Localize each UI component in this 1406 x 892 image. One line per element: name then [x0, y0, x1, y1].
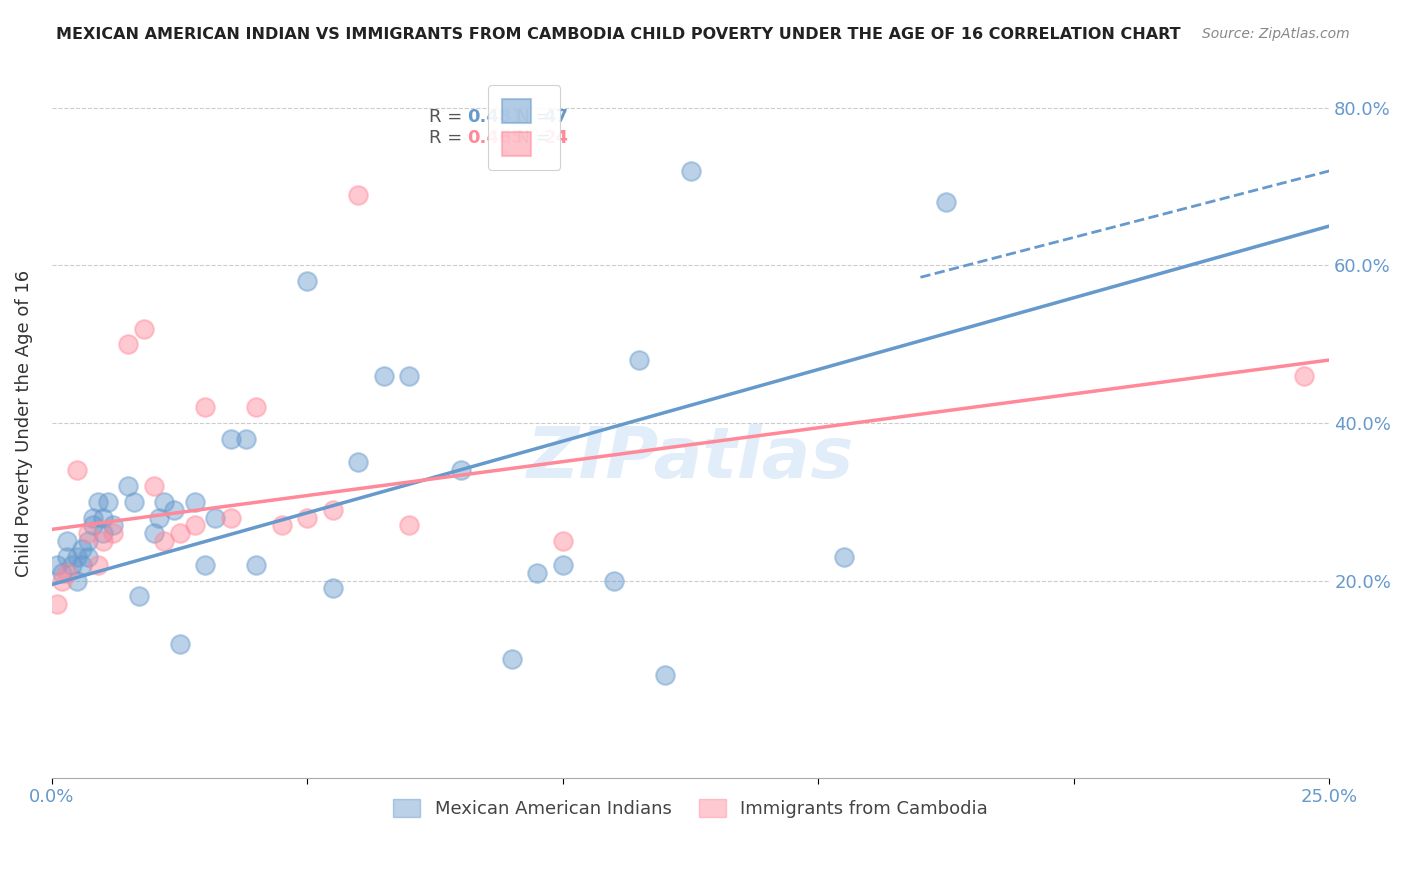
Text: N =: N = — [505, 129, 557, 147]
Point — [235, 432, 257, 446]
Point — [654, 668, 676, 682]
Point — [76, 534, 98, 549]
Point — [117, 337, 139, 351]
Point — [245, 401, 267, 415]
Point — [51, 574, 73, 588]
Point — [91, 510, 114, 524]
Text: 47: 47 — [544, 108, 568, 126]
Point — [51, 566, 73, 580]
Point — [219, 432, 242, 446]
Point — [603, 574, 626, 588]
Point — [66, 549, 89, 564]
Point — [194, 558, 217, 572]
Point — [832, 549, 855, 564]
Point — [56, 549, 79, 564]
Point — [91, 534, 114, 549]
Text: R =: R = — [429, 108, 468, 126]
Point — [56, 566, 79, 580]
Point — [184, 495, 207, 509]
Point — [1292, 368, 1315, 383]
Point — [297, 510, 319, 524]
Point — [373, 368, 395, 383]
Point — [72, 558, 94, 572]
Point — [87, 495, 110, 509]
Point — [169, 637, 191, 651]
Point — [56, 534, 79, 549]
Text: 0.465: 0.465 — [467, 129, 524, 147]
Text: N =: N = — [505, 108, 557, 126]
Text: MEXICAN AMERICAN INDIAN VS IMMIGRANTS FROM CAMBODIA CHILD POVERTY UNDER THE AGE : MEXICAN AMERICAN INDIAN VS IMMIGRANTS FR… — [56, 27, 1181, 42]
Point — [935, 195, 957, 210]
Point — [66, 574, 89, 588]
Point — [322, 502, 344, 516]
Text: ZIPatlas: ZIPatlas — [527, 424, 855, 493]
Point — [679, 164, 702, 178]
Point — [169, 526, 191, 541]
Point — [66, 463, 89, 477]
Point — [148, 510, 170, 524]
Point — [82, 510, 104, 524]
Point — [97, 495, 120, 509]
Point — [347, 455, 370, 469]
Text: 24: 24 — [544, 129, 568, 147]
Point — [91, 526, 114, 541]
Point — [194, 401, 217, 415]
Point — [347, 187, 370, 202]
Point — [551, 534, 574, 549]
Point — [142, 479, 165, 493]
Point — [270, 518, 292, 533]
Point — [101, 518, 124, 533]
Y-axis label: Child Poverty Under the Age of 16: Child Poverty Under the Age of 16 — [15, 269, 32, 576]
Point — [82, 518, 104, 533]
Point — [142, 526, 165, 541]
Point — [163, 502, 186, 516]
Point — [398, 518, 420, 533]
Point — [101, 526, 124, 541]
Point — [501, 652, 523, 666]
Point — [153, 534, 176, 549]
Point — [87, 558, 110, 572]
Point — [132, 321, 155, 335]
Point — [76, 549, 98, 564]
Point — [117, 479, 139, 493]
Text: 0.481: 0.481 — [467, 108, 524, 126]
Point — [76, 526, 98, 541]
Point — [128, 590, 150, 604]
Point — [628, 353, 651, 368]
Legend: Mexican American Indians, Immigrants from Cambodia: Mexican American Indians, Immigrants fro… — [385, 791, 995, 825]
Point — [204, 510, 226, 524]
Point — [122, 495, 145, 509]
Text: R =: R = — [429, 129, 468, 147]
Point — [60, 558, 83, 572]
Point — [297, 274, 319, 288]
Point — [526, 566, 548, 580]
Point — [72, 542, 94, 557]
Text: Source: ZipAtlas.com: Source: ZipAtlas.com — [1202, 27, 1350, 41]
Point — [45, 597, 67, 611]
Point — [398, 368, 420, 383]
Point — [153, 495, 176, 509]
Point — [219, 510, 242, 524]
Point — [184, 518, 207, 533]
Point — [322, 582, 344, 596]
Point — [245, 558, 267, 572]
Point — [450, 463, 472, 477]
Point — [45, 558, 67, 572]
Point — [551, 558, 574, 572]
